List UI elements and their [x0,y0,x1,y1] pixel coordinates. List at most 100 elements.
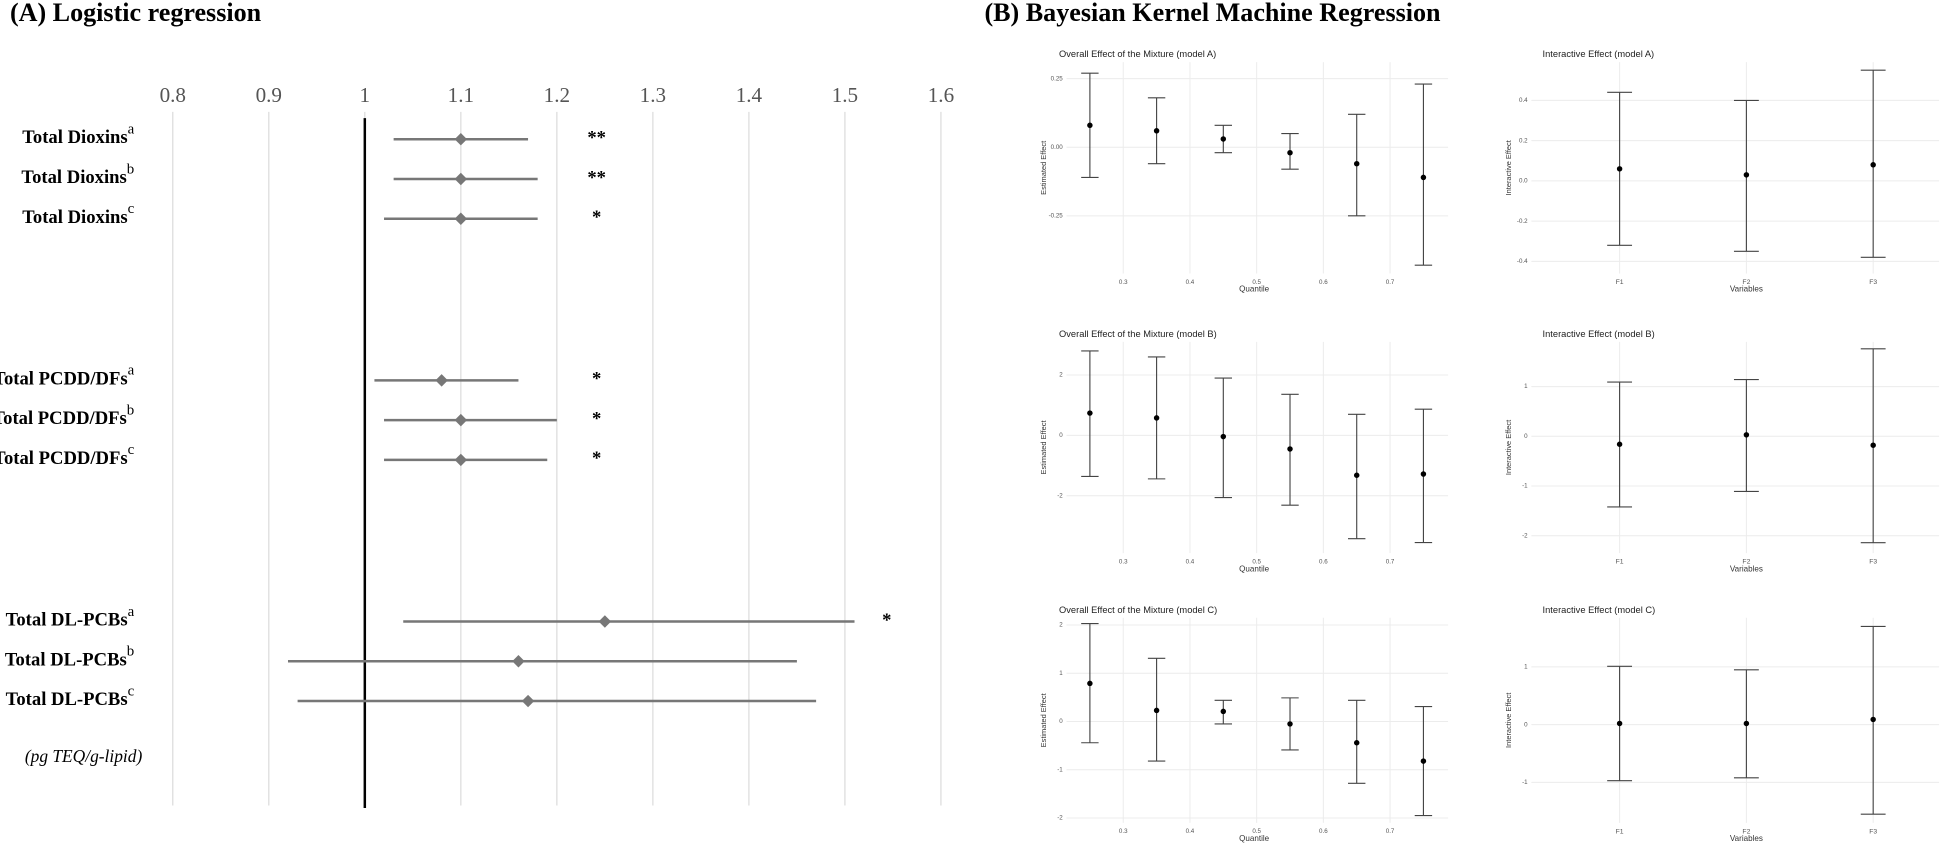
row-label-superscript: c [128,201,135,217]
y-tick-label: 0.00 [1051,144,1064,151]
chart-title: (A) Logistic regression [10,0,262,27]
row-label-text: Total Dioxins [22,207,127,228]
x-tick-label: 0.5 [1252,279,1261,286]
x-tick-label: F3 [1869,279,1877,286]
row-label: Total DL-PCBsc [6,684,135,711]
significance-marker: * [592,408,601,429]
x-axis-title: Quantile [1239,834,1270,843]
row-label: Total PCDD/DFsa [0,363,135,390]
row-label: Total DL-PCBsa [6,604,135,631]
y-tick-label: -0.25 [1049,212,1064,219]
x-tick-label: 0.5 [1252,558,1261,565]
point [1287,446,1293,452]
row-label-superscript: a [128,122,135,138]
row-label-text: Total Dioxins [21,167,126,188]
point [1616,166,1623,172]
x-tick-label: 0.8 [160,83,186,107]
y-tick-label: -1 [1522,779,1528,786]
y-tick-label: 2 [1059,372,1063,379]
x-tick-label: 0.4 [1186,828,1195,835]
y-tick-label: 0.0 [1519,178,1528,185]
note: (pg TEQ/g-lipid) [25,746,143,766]
panel-b-title: (B) Bayesian Kernel Machine Regression [984,0,1441,27]
panel-title: Interactive Effect (model C) [1543,605,1656,615]
point [1287,149,1293,156]
point-estimate [521,694,535,708]
row-label-text: Total PCDD/DFs [0,369,128,390]
row-label-superscript: b [127,403,134,419]
point-estimate [454,453,468,467]
y-axis-title: Estimated Effect [1039,692,1048,747]
row-label-superscript: c [128,443,135,459]
x-axis-title: Variables [1730,564,1763,573]
point [1353,472,1360,478]
panel-title: Interactive Effect (model B) [1543,329,1655,339]
x-tick-label: 0.4 [1186,558,1195,565]
point [1087,122,1093,129]
row-label: Total PCDD/DFsb [0,403,134,430]
point [1153,707,1160,714]
significance-marker: * [592,448,601,469]
row-label-superscript: a [128,363,135,379]
y-axis-title: Estimated Effect [1039,140,1048,195]
point-estimate [454,212,468,225]
y-axis-title: Interactive Effect [1504,139,1513,195]
y-tick-label: -0.4 [1517,258,1528,265]
row-label: Total Dioxinsb [21,162,134,189]
y-tick-label: 0 [1524,433,1528,440]
y-tick-label: -1 [1522,483,1528,490]
point [1087,680,1093,687]
y-tick-label: -0.2 [1517,218,1528,225]
significance-marker: * [592,369,601,390]
significance-marker: * [882,610,891,631]
x-tick-label: F1 [1616,828,1624,835]
point-estimate [454,413,468,427]
x-tick-label: 0.4 [1186,279,1195,286]
point-estimate [598,615,612,628]
y-axis-title: Interactive Effect [1504,419,1513,475]
y-tick-label: 1 [1524,664,1528,671]
point [1420,471,1427,477]
point [1870,442,1876,448]
x-tick-label: F1 [1616,279,1624,286]
x-tick-label: 0.6 [1319,558,1328,565]
x-tick-label: 0.3 [1119,828,1128,835]
point-estimate [512,655,525,668]
row-label-text: Total DL-PCBs [6,689,128,710]
x-tick-label: 0.5 [1252,828,1261,835]
y-tick-label: 0 [1059,718,1063,725]
y-tick-label: 0.4 [1519,97,1528,104]
y-axis-title: Interactive Effect [1504,692,1513,748]
point [1420,758,1427,764]
panel-title: Interactive Effect (model A) [1543,49,1655,59]
point [1220,136,1227,142]
point [1353,740,1360,746]
y-tick-label: -2 [1522,532,1528,539]
point [1220,433,1227,440]
row-label-superscript: b [127,162,134,178]
x-tick-label: 0.7 [1386,558,1395,565]
row-label: Total DL-PCBsb [5,644,134,671]
x-axis-title: Variables [1730,285,1763,294]
row-label: Total Dioxinsa [22,122,134,149]
point [1616,720,1623,727]
x-tick-label: F3 [1869,559,1877,566]
x-tick-label: F2 [1742,828,1750,835]
row-label-superscript: b [127,644,134,660]
y-tick-label: 0.2 [1519,137,1528,144]
point-estimate [435,374,448,387]
y-tick-label: 0 [1059,432,1063,439]
x-tick-label: F2 [1742,279,1750,286]
row-label: Total Dioxinsc [22,201,134,228]
point [1870,162,1876,168]
x-tick-label: 1.2 [544,83,570,107]
point-estimate [454,172,468,186]
x-tick-label: 0.9 [256,83,282,107]
point [1287,721,1293,727]
point [1616,441,1623,447]
point [1420,174,1427,181]
y-tick-label: 1 [1524,383,1528,390]
y-tick-label: 1 [1059,670,1063,677]
